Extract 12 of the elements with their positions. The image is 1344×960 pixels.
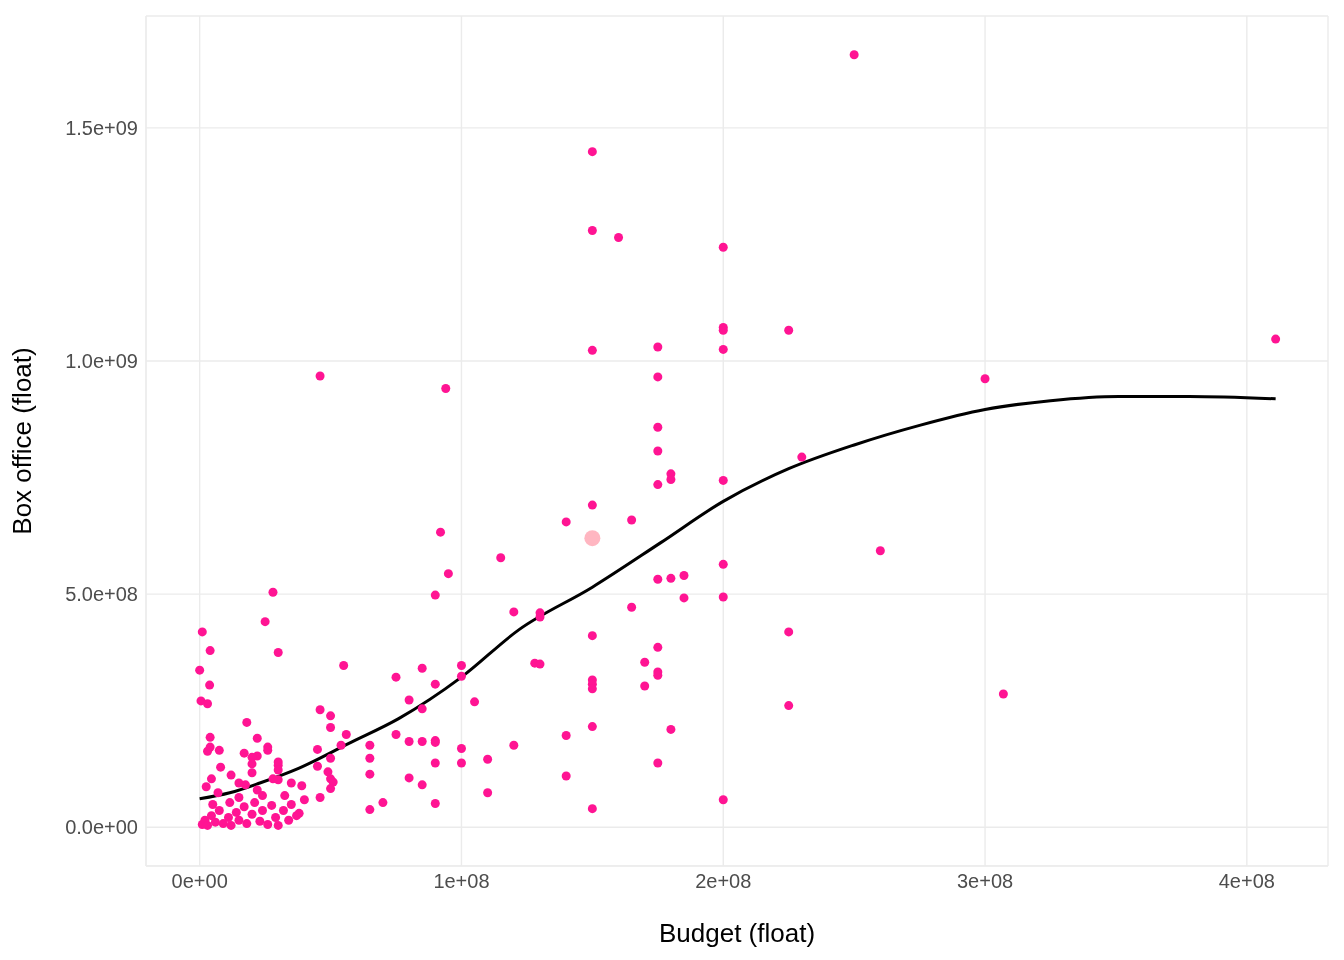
line-series bbox=[198, 394, 1278, 801]
x-tick-label: 0e+00 bbox=[171, 870, 228, 893]
x-axis-title: Budget (float) bbox=[658, 918, 816, 948]
y-tick-label: 0.0e+00 bbox=[65, 816, 138, 839]
y-tick-label: 5.0e+08 bbox=[65, 583, 138, 606]
y-axis-title: Box office (float) bbox=[7, 347, 38, 535]
x-tick-label: 4e+08 bbox=[1218, 870, 1275, 893]
y-tick-label: 1.5e+09 bbox=[65, 117, 138, 139]
y-tick-label: 1.0e+09 bbox=[65, 350, 138, 373]
x-tick-label: 2e+08 bbox=[695, 870, 752, 893]
x-tick-label: 3e+08 bbox=[956, 870, 1014, 893]
x-tick-label: 1e+08 bbox=[433, 870, 490, 893]
